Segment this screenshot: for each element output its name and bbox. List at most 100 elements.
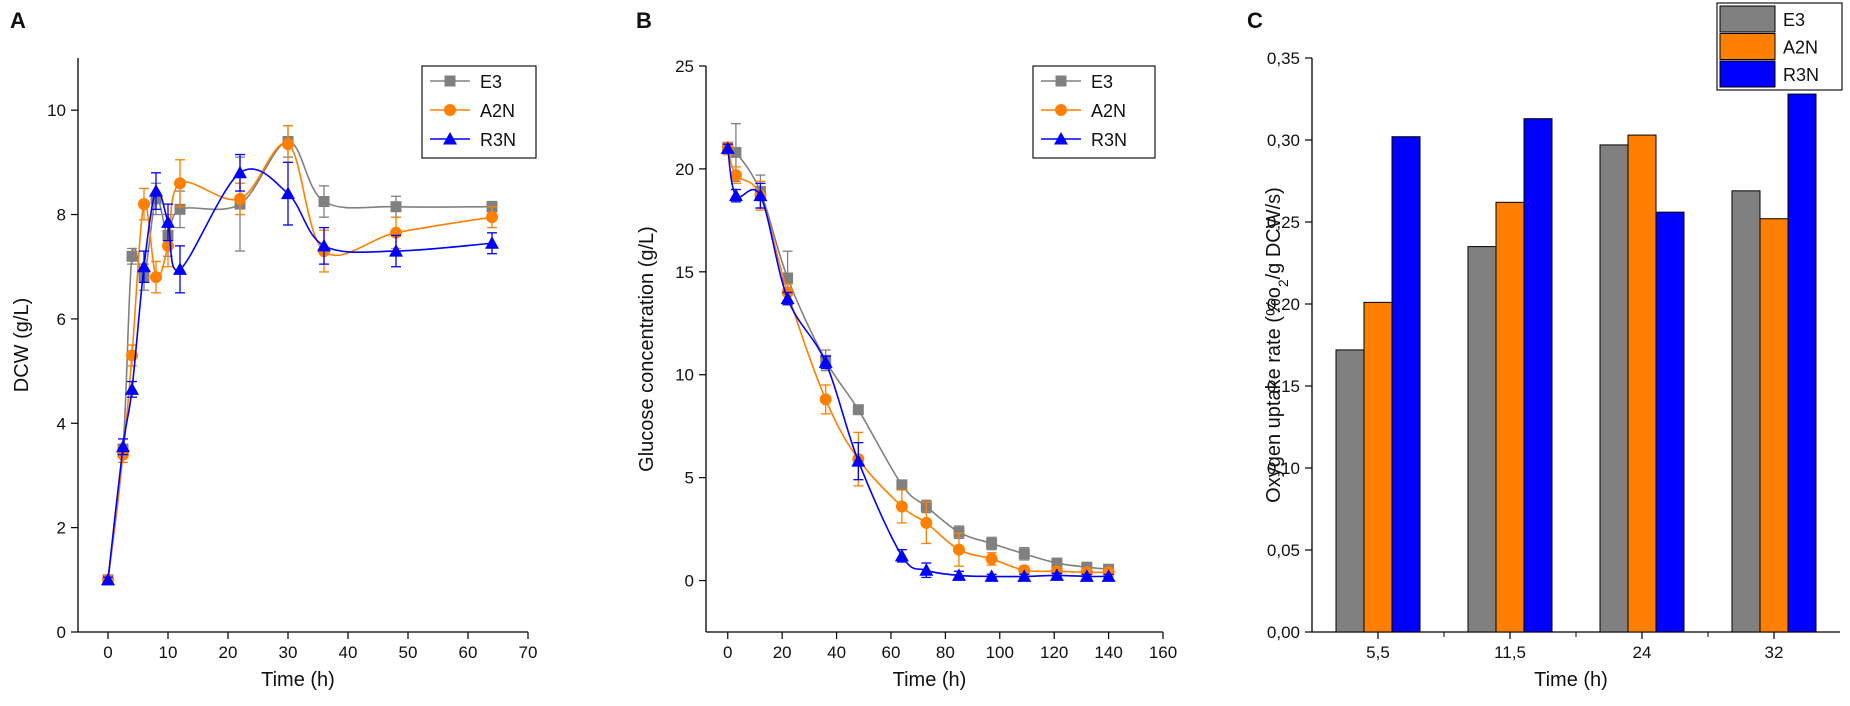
legend-label: A2N: [480, 101, 515, 121]
data-point: [389, 244, 403, 257]
legend-label: E3: [1091, 72, 1113, 92]
legend-marker: [444, 75, 456, 87]
data-point: [150, 271, 162, 284]
series-r3n: [101, 153, 499, 586]
legend-marker: [1055, 75, 1067, 87]
y-axis-label-sub: 2: [1275, 279, 1291, 287]
data-point: [818, 355, 833, 368]
y-tick-label: 0,35: [1267, 49, 1300, 68]
data-point: [234, 192, 246, 205]
panel-a: A 0 2 4 6 8 10 DCW (g/L) Time (h) 0 10 20 30 40 50 60 70…: [10, 8, 537, 691]
x-tick-label: 40: [827, 643, 846, 662]
y-tick-label: 0,10: [1267, 459, 1300, 478]
x-tick-label: 24: [1633, 643, 1652, 662]
x-axis-label: Time (h): [893, 669, 967, 691]
y-axis-label: Glucose concentration (g/L): [636, 226, 658, 472]
data-point: [728, 188, 743, 202]
data-point: [486, 211, 498, 224]
legend-label: A2N: [1091, 101, 1126, 121]
data-point: [895, 500, 908, 513]
data-point: [1101, 569, 1116, 582]
legend: E3 A2N R3N: [1032, 65, 1156, 159]
y-tick-label: 0,15: [1267, 377, 1300, 396]
x-tick-label: 5,5: [1366, 643, 1390, 662]
series-line: [726, 148, 1109, 574]
data-point: [126, 250, 138, 262]
data-point: [161, 215, 175, 228]
x-axis-label: Time (h): [1534, 669, 1608, 691]
panel-letter-a: A: [10, 8, 26, 33]
data-point: [173, 262, 187, 275]
legend-marker: [1055, 104, 1067, 116]
data-point: [782, 272, 794, 284]
y-tick-label: 0: [57, 623, 66, 642]
data-point: [851, 454, 866, 467]
legend: E3 A2N R3N: [1716, 2, 1843, 91]
data-point: [485, 236, 499, 249]
data-point: [174, 203, 186, 215]
x-tick-label: 0: [723, 643, 732, 662]
x-tick-label: 160: [1149, 643, 1177, 662]
x-tick-label: 80: [936, 643, 955, 662]
data-point: [720, 141, 735, 154]
data-point: [318, 196, 330, 207]
y-tick-label: 15: [675, 263, 694, 282]
legend-label: E3: [480, 72, 502, 92]
panel-c: C 0,00 0,05 0,10 0,15 0,20 0,25 0,30 0,35 Oxygen …: [1247, 2, 1843, 691]
y-tick-label: 0,05: [1267, 541, 1300, 560]
data-point: [116, 439, 130, 453]
series-line: [726, 148, 1109, 578]
x-tick-label: 40: [339, 643, 358, 662]
data-point: [985, 552, 998, 565]
legend-swatch: [1719, 5, 1776, 33]
x-tick-label: 10: [159, 643, 178, 662]
y-tick-label: 6: [57, 310, 66, 329]
y-tick-label: 2: [57, 519, 66, 538]
data-point: [953, 526, 965, 538]
data-point: [125, 382, 139, 395]
bar-r3n: [1655, 211, 1685, 633]
data-point: [894, 548, 909, 562]
legend-marker: [443, 132, 457, 145]
bar-e3: [1731, 190, 1761, 633]
legend-swatch: [1719, 60, 1776, 88]
legend-label: R3N: [1783, 65, 1819, 85]
panel-letter-b: B: [636, 8, 652, 33]
data-point: [317, 238, 331, 252]
y-tick-label: 10: [675, 366, 694, 385]
y-tick-label: 10: [47, 101, 66, 120]
series-e3: [722, 122, 1115, 575]
x-tick-label: 50: [399, 643, 418, 662]
bar-a2n: [1627, 134, 1657, 633]
x-tick-label: 30: [279, 643, 298, 662]
data-point: [1018, 548, 1030, 560]
data-point: [952, 543, 965, 556]
data-point: [162, 239, 174, 252]
legend-label: R3N: [1091, 130, 1127, 150]
data-point: [896, 479, 908, 491]
y-tick-label: 20: [675, 160, 694, 179]
x-tick-label: 100: [986, 643, 1014, 662]
series-r3n: [720, 141, 1116, 582]
data-point: [819, 393, 832, 406]
bar-e3: [1599, 144, 1629, 633]
legend-marker: [444, 104, 456, 116]
series-line: [107, 140, 493, 580]
bar-r3n: [1391, 136, 1421, 633]
x-axis-label: Time (h): [261, 669, 335, 691]
x-tick-label: 70: [519, 643, 538, 662]
x-tick-label: 20: [219, 643, 238, 662]
y-tick-label: 5: [685, 469, 694, 488]
bar-a2n: [1759, 218, 1789, 633]
data-point: [1079, 569, 1094, 582]
x-tick-label: 32: [1765, 643, 1784, 662]
data-point: [986, 537, 998, 549]
legend-swatch: [1719, 33, 1776, 60]
x-tick-label: 140: [1094, 643, 1122, 662]
data-point: [137, 259, 151, 273]
bar-a2n: [1495, 201, 1525, 633]
data-point: [1051, 557, 1063, 569]
panel-b: B 0 5 10 15 20 25 Glucose concentration (g/L) Ti…: [636, 8, 1177, 691]
